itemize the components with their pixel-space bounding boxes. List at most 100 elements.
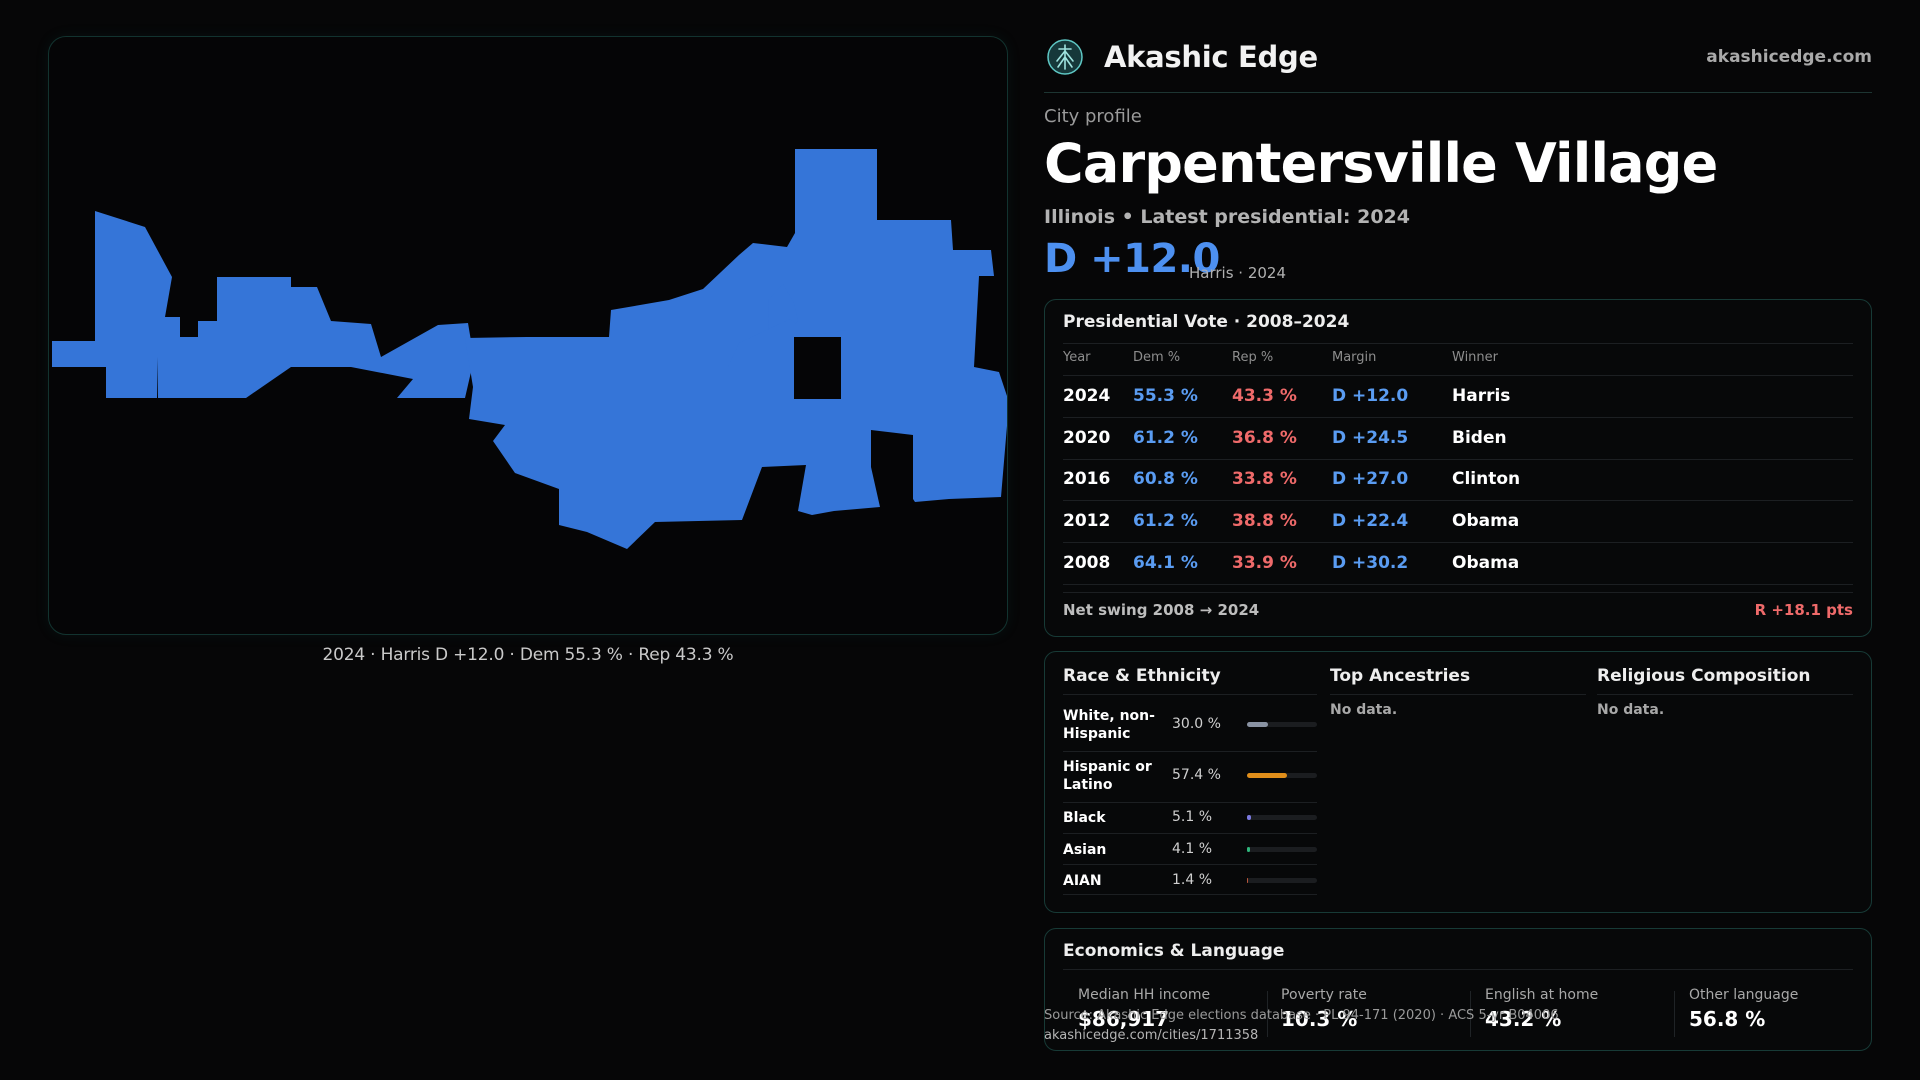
cell-year: 2016	[1063, 469, 1111, 489]
divider	[1063, 592, 1853, 593]
demographics-panel: Race & Ethnicity Top Ancestries No data.…	[1044, 651, 1872, 913]
cell-year: 2020	[1063, 428, 1111, 448]
stat-value: $86,917	[1078, 1007, 1170, 1031]
net-swing-label: Net swing 2008 → 2024	[1063, 601, 1260, 619]
page-title: Carpentersville Village	[1044, 132, 1718, 195]
race-label: White, non-Hispanic	[1063, 708, 1155, 742]
divider	[1063, 694, 1317, 695]
divider	[1674, 991, 1675, 1037]
divider	[1063, 894, 1317, 895]
cell-rep: 33.9 %	[1232, 553, 1297, 573]
race-label: Asian	[1063, 842, 1107, 858]
race-bar-track	[1247, 722, 1317, 727]
stat-value: 56.8 %	[1689, 1007, 1766, 1031]
source-url-link[interactable]: akashicedge.com/cities/1711358	[1044, 1028, 1259, 1043]
cell-margin: D +30.2	[1332, 553, 1409, 573]
divider	[1063, 969, 1853, 970]
source-footer: Source: Akashic Edge elections database …	[1044, 1006, 1559, 1046]
brand-url-link[interactable]: akashicedge.com	[1706, 47, 1872, 67]
cell-winner: Harris	[1452, 386, 1511, 406]
stat-value: 43.2 %	[1485, 1007, 1562, 1031]
race-pct: 30.0 %	[1172, 716, 1221, 732]
divider	[1063, 417, 1853, 418]
race-bar-fill	[1247, 773, 1288, 778]
cell-year: 2008	[1063, 553, 1111, 573]
col-header-winner: Winner	[1452, 350, 1499, 365]
race-bar-track	[1247, 878, 1317, 883]
race-label: AIAN	[1063, 873, 1102, 889]
stat-poverty-rate: Poverty rate 10.3 %	[1281, 987, 1471, 1039]
divider	[1330, 694, 1586, 695]
cell-dem: 64.1 %	[1133, 553, 1198, 573]
top-ancestries-title: Top Ancestries	[1330, 666, 1471, 686]
divider	[1470, 991, 1471, 1037]
stat-label: English at home	[1485, 987, 1599, 1003]
col-header-year: Year	[1063, 350, 1091, 365]
brand-name: Akashic Edge	[1104, 40, 1318, 74]
cell-dem: 61.2 %	[1133, 428, 1198, 448]
cell-margin: D +12.0	[1332, 386, 1409, 406]
cell-dem: 61.2 %	[1133, 511, 1198, 531]
divider	[1063, 802, 1317, 803]
divider	[1267, 991, 1268, 1037]
city-boundary-map	[52, 149, 1007, 549]
economics-language-panel: Economics & Language Median HH income $8…	[1044, 928, 1872, 1051]
cell-rep: 38.8 %	[1232, 511, 1297, 531]
brand-header: Akashic Edge akashicedge.com	[1044, 36, 1872, 92]
divider	[1063, 375, 1853, 376]
stat-value: 10.3 %	[1281, 1007, 1358, 1031]
map-frame	[48, 36, 1008, 635]
race-bar-fill	[1247, 722, 1268, 727]
cell-winner: Obama	[1452, 553, 1520, 573]
latest-margin-note: Harris · 2024	[1189, 264, 1287, 282]
cell-rep: 36.8 %	[1232, 428, 1297, 448]
state-subline: Illinois • Latest presidential: 2024	[1044, 206, 1411, 228]
race-bar-fill	[1247, 815, 1251, 820]
divider	[1063, 343, 1853, 344]
stat-label: Poverty rate	[1281, 987, 1367, 1003]
cell-winner: Obama	[1452, 511, 1520, 531]
cell-margin: D +24.5	[1332, 428, 1409, 448]
race-pct: 5.1 %	[1172, 809, 1213, 825]
race-pct: 1.4 %	[1172, 872, 1213, 888]
cell-margin: D +22.4	[1332, 511, 1409, 531]
divider	[1063, 864, 1317, 865]
race-bar-track	[1247, 847, 1317, 852]
race-pct: 4.1 %	[1172, 841, 1213, 857]
race-label: Hispanic or Latino	[1063, 759, 1152, 793]
cell-margin: D +27.0	[1332, 469, 1409, 489]
ancestries-empty: No data.	[1330, 702, 1398, 718]
divider	[1597, 694, 1853, 695]
presidential-vote-panel: Presidential Vote · 2008–2024 Year Dem %…	[1044, 299, 1872, 637]
race-bar-track	[1247, 773, 1317, 778]
cell-year: 2024	[1063, 386, 1111, 406]
page-kicker: City profile	[1044, 106, 1142, 127]
tree-of-life-icon	[1047, 39, 1083, 75]
cell-rep: 43.3 %	[1232, 386, 1297, 406]
vote-panel-title: Presidential Vote · 2008–2024	[1063, 312, 1350, 332]
race-pct: 57.4 %	[1172, 767, 1221, 783]
col-header-dem: Dem %	[1133, 350, 1181, 365]
divider	[1063, 459, 1853, 460]
source-text: Source: Akashic Edge elections database …	[1044, 1008, 1559, 1023]
divider	[1063, 833, 1317, 834]
cell-rep: 33.8 %	[1232, 469, 1297, 489]
stat-label: Other language	[1689, 987, 1799, 1003]
col-header-margin: Margin	[1332, 350, 1377, 365]
city-boundary-shape	[52, 149, 1007, 549]
religious-composition-title: Religious Composition	[1597, 666, 1811, 686]
cell-winner: Clinton	[1452, 469, 1521, 489]
divider	[1063, 542, 1853, 543]
cell-dem: 55.3 %	[1133, 386, 1198, 406]
cell-dem: 60.8 %	[1133, 469, 1198, 489]
race-bar-fill	[1247, 847, 1250, 852]
divider	[1063, 584, 1853, 585]
race-ethnicity-title: Race & Ethnicity	[1063, 666, 1221, 686]
divider	[1063, 500, 1853, 501]
race-bar-fill	[1247, 878, 1249, 883]
stat-label: Median HH income	[1078, 987, 1211, 1003]
col-header-rep: Rep %	[1232, 350, 1274, 365]
cell-year: 2012	[1063, 511, 1111, 531]
net-swing-value: R +18.1 pts	[1754, 601, 1853, 619]
divider	[1063, 751, 1317, 752]
